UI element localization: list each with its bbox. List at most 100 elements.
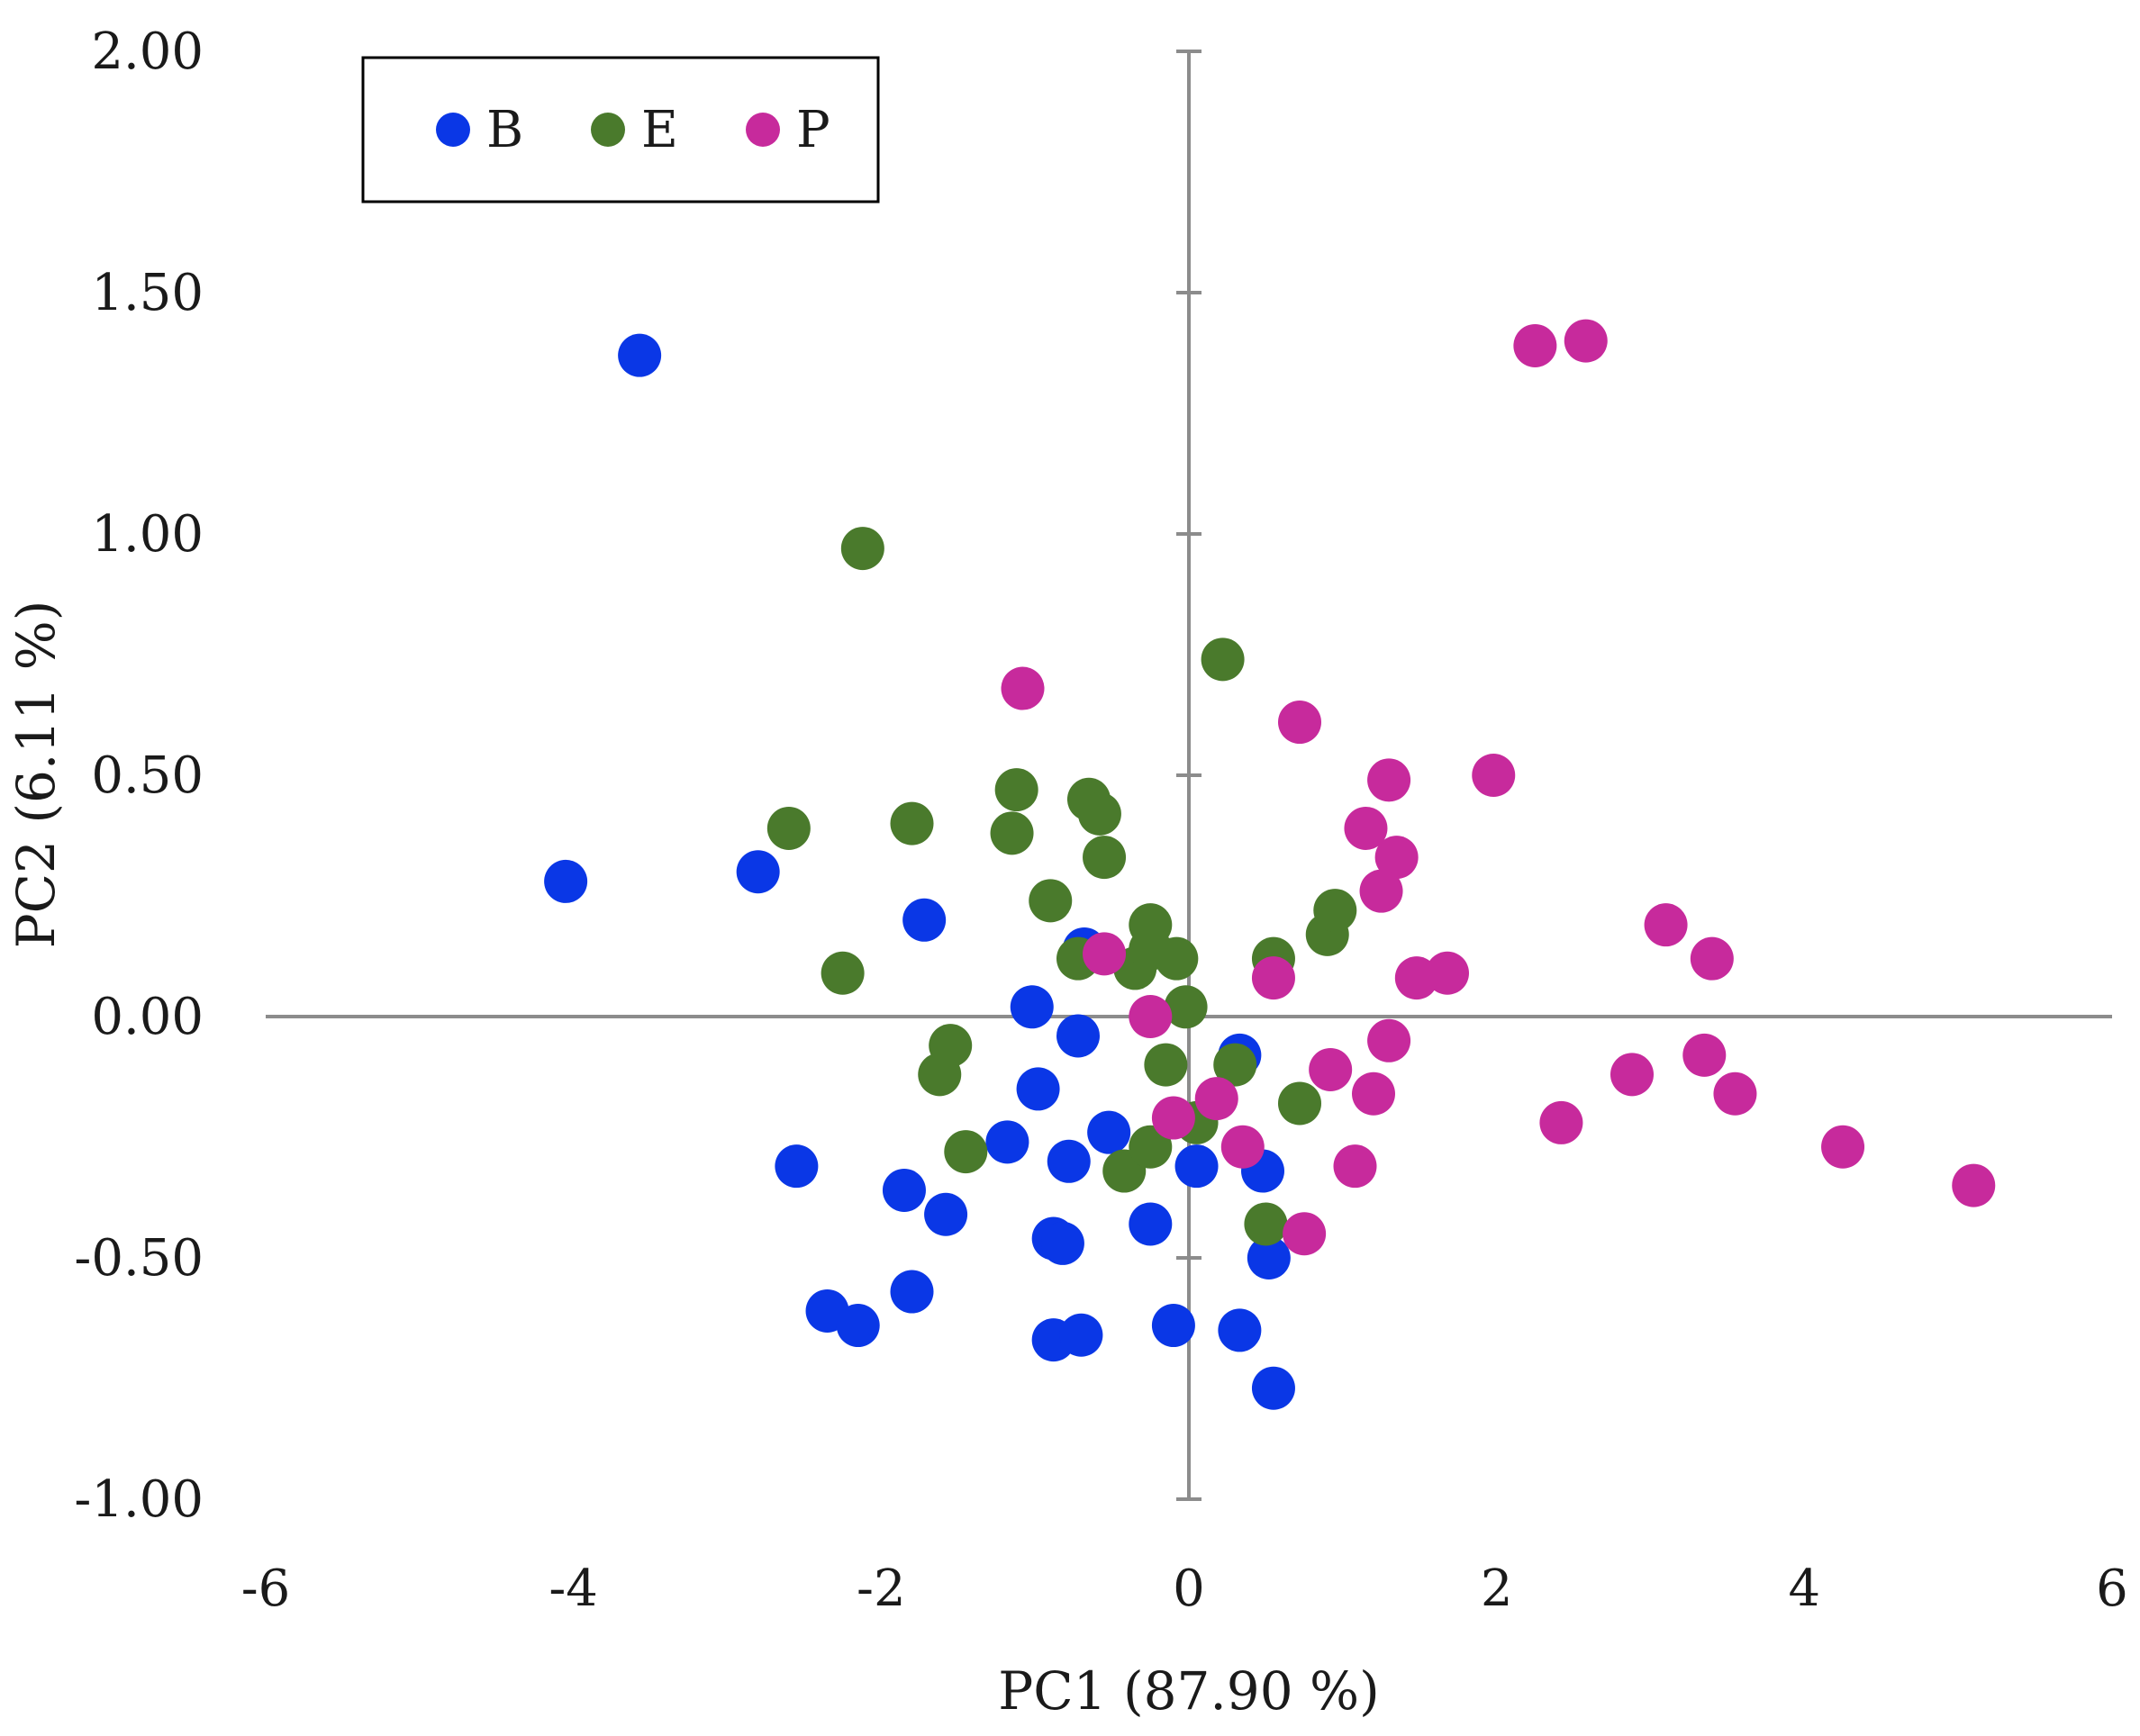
point-p xyxy=(1151,1096,1195,1140)
y-tick-label: 0.00 xyxy=(91,988,204,1046)
point-b xyxy=(1016,1067,1060,1111)
point-b xyxy=(736,850,780,894)
point-e xyxy=(1213,1043,1257,1087)
legend-marker-b xyxy=(436,113,470,147)
point-p xyxy=(1682,1033,1727,1077)
point-b xyxy=(1056,1014,1100,1058)
point-p xyxy=(1472,754,1516,797)
point-p xyxy=(1610,1053,1654,1097)
point-b xyxy=(1247,1236,1291,1279)
point-p xyxy=(1129,995,1173,1038)
point-b xyxy=(890,1270,934,1314)
legend-marker-e xyxy=(591,113,625,147)
x-axis-title: PC1 (87.90 %) xyxy=(998,1660,1380,1722)
y-tick-label: 1.00 xyxy=(91,505,204,564)
x-tick-labels: -6 -4 -2 0 2 4 6 xyxy=(241,1560,2128,1618)
point-p xyxy=(1539,1100,1583,1144)
point-b xyxy=(924,1192,968,1236)
point-p xyxy=(1367,1018,1411,1062)
point-e xyxy=(1244,1202,1288,1246)
point-p xyxy=(1309,1047,1353,1091)
point-p xyxy=(1283,1212,1327,1256)
point-p xyxy=(1821,1125,1865,1169)
point-b xyxy=(1047,1139,1091,1183)
point-e xyxy=(840,527,884,571)
y-tick-label: 1.50 xyxy=(91,264,204,322)
point-p xyxy=(1952,1163,1996,1207)
point-b xyxy=(1010,985,1054,1029)
point-b xyxy=(1151,1304,1195,1348)
point-b xyxy=(1129,1202,1173,1246)
point-p xyxy=(1083,932,1127,976)
point-p xyxy=(1690,936,1734,981)
x-tick-label: 0 xyxy=(1173,1560,1205,1618)
x-tick-label: 6 xyxy=(2096,1560,2128,1618)
point-e xyxy=(890,801,934,845)
point-e xyxy=(1155,936,1199,981)
point-b xyxy=(1174,1144,1219,1189)
point-p xyxy=(1333,1144,1377,1189)
point-e xyxy=(944,1130,988,1174)
point-b xyxy=(902,898,947,942)
legend-label-b: B xyxy=(486,101,523,159)
point-p xyxy=(1564,319,1608,363)
point-e xyxy=(1129,1125,1173,1169)
y-tick-label: 2.00 xyxy=(91,23,204,81)
point-b xyxy=(1218,1308,1262,1352)
point-p xyxy=(1644,903,1688,947)
point-b xyxy=(985,1120,1029,1164)
x-tick-label: -4 xyxy=(549,1560,598,1618)
point-e xyxy=(1201,637,1245,682)
point-b xyxy=(1040,1221,1084,1265)
point-e xyxy=(766,806,811,850)
x-tick-label: -6 xyxy=(241,1560,291,1618)
point-p xyxy=(1194,1077,1238,1121)
point-b xyxy=(1059,1313,1103,1357)
point-b xyxy=(775,1144,819,1189)
point-b xyxy=(544,859,588,903)
point-e xyxy=(821,951,865,995)
point-b xyxy=(1087,1110,1131,1154)
legend-label-p: P xyxy=(796,101,830,159)
point-b xyxy=(882,1168,926,1212)
point-e xyxy=(994,768,1038,812)
point-e xyxy=(1077,791,1121,836)
y-tick-label: -0.50 xyxy=(74,1229,204,1288)
point-e xyxy=(1144,1043,1188,1087)
axes xyxy=(266,50,2112,1501)
point-e xyxy=(1313,889,1357,933)
point-p xyxy=(1344,806,1388,850)
point-b xyxy=(836,1304,880,1348)
point-p xyxy=(1374,836,1419,880)
point-p xyxy=(1220,1125,1265,1169)
point-e xyxy=(1278,1081,1321,1126)
point-e xyxy=(1164,985,1208,1029)
point-e xyxy=(918,1053,962,1097)
y-tick-label: 0.50 xyxy=(91,746,204,805)
point-p xyxy=(1359,869,1403,913)
y-tick-label: -1.00 xyxy=(74,1470,204,1529)
point-p xyxy=(1001,666,1045,710)
x-tick-label: -2 xyxy=(857,1560,906,1618)
point-p xyxy=(1513,323,1557,367)
point-b xyxy=(1251,1366,1295,1410)
point-p xyxy=(1713,1071,1757,1116)
point-b xyxy=(618,333,662,377)
point-p xyxy=(1251,956,1295,1000)
y-axis-title: PC2 (6.11 %) xyxy=(5,601,67,949)
point-e xyxy=(1029,879,1073,923)
point-e xyxy=(1083,836,1127,880)
point-p xyxy=(1278,701,1321,745)
x-tick-label: 2 xyxy=(1481,1560,1513,1618)
point-p xyxy=(1367,758,1411,802)
x-tick-label: 4 xyxy=(1789,1560,1821,1618)
y-tick-labels: -1.00 -0.50 0.00 0.50 1.00 1.50 2.00 xyxy=(74,23,204,1529)
point-p xyxy=(1352,1071,1395,1116)
point-p xyxy=(1426,951,1469,995)
point-e xyxy=(990,811,1034,855)
data-points xyxy=(544,319,1996,1410)
legend-label-e: E xyxy=(641,101,678,159)
